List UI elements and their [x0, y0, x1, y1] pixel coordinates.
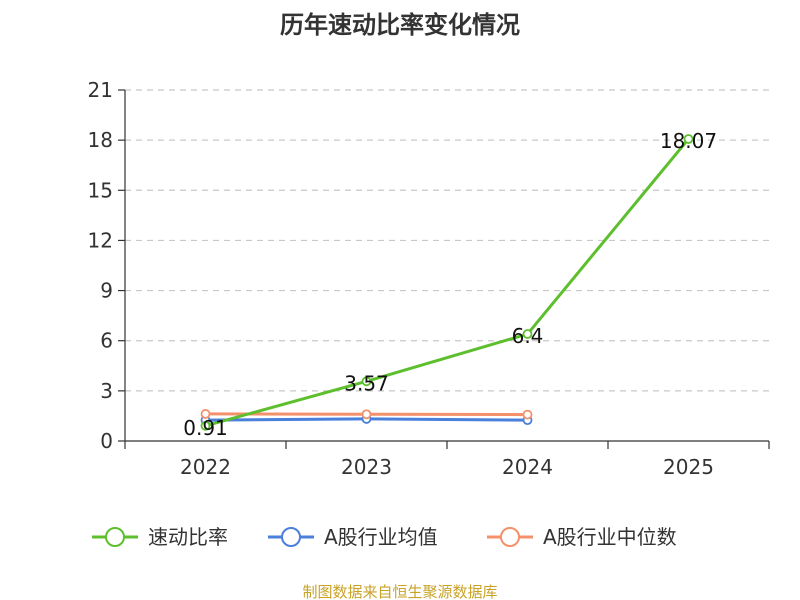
x-tick-label: 2023 — [341, 455, 392, 479]
legend-item[interactable]: 速动比率 — [92, 525, 228, 549]
legend[interactable]: 速动比率 A股行业均值 A股行业中位数 — [92, 525, 677, 549]
legend-label: A股行业均值 — [324, 525, 438, 549]
y-tick-label: 6 — [100, 329, 113, 353]
series-line — [204, 137, 690, 428]
legend-marker — [500, 527, 520, 547]
legend-item[interactable]: A股行业中位数 — [487, 525, 677, 549]
source-note: 制图数据来自恒生聚源数据库 — [302, 583, 497, 600]
data-label: 3.57 — [344, 371, 389, 395]
data-point[interactable] — [361, 376, 372, 387]
legend-label: A股行业中位数 — [543, 525, 677, 549]
data-point[interactable] — [361, 409, 372, 420]
series — [200, 134, 694, 431]
legend-label: 速动比率 — [148, 525, 228, 549]
data-point[interactable] — [200, 420, 211, 431]
y-tick-label: 18 — [88, 128, 113, 152]
data-label: 18.07 — [660, 129, 717, 153]
data-labels: 0.91 3.57 6.4 18.07 — [183, 129, 717, 440]
data-label: 0.91 — [183, 416, 228, 440]
data-point[interactable] — [522, 329, 533, 339]
grid-lines — [125, 89, 769, 392]
data-point[interactable] — [522, 409, 533, 420]
y-tick-label: 9 — [100, 279, 113, 303]
y-tick-label: 12 — [88, 228, 113, 252]
x-tick-label: 2022 — [180, 455, 231, 479]
y-tick-label: 3 — [100, 379, 113, 403]
data-point[interactable] — [683, 134, 694, 144]
y-tick-label: 21 — [88, 78, 113, 102]
chart-title: 历年速动比率变化情况 — [280, 11, 520, 39]
y-tick-label: 0 — [100, 429, 113, 453]
legend-marker — [281, 527, 301, 547]
x-tick-label: 2025 — [663, 455, 714, 479]
data-label: 6.4 — [512, 324, 544, 348]
series-3 — [200, 134, 694, 431]
legend-item[interactable]: A股行业均值 — [268, 525, 438, 549]
axes: 0 3 6 9 12 15 18 21 2022 2023 2024 2025 — [88, 78, 770, 479]
y-tick-label: 15 — [88, 178, 113, 202]
series-2 — [200, 409, 533, 420]
legend-marker — [105, 527, 125, 547]
x-tick-label: 2024 — [502, 455, 553, 479]
data-point[interactable] — [200, 409, 211, 419]
